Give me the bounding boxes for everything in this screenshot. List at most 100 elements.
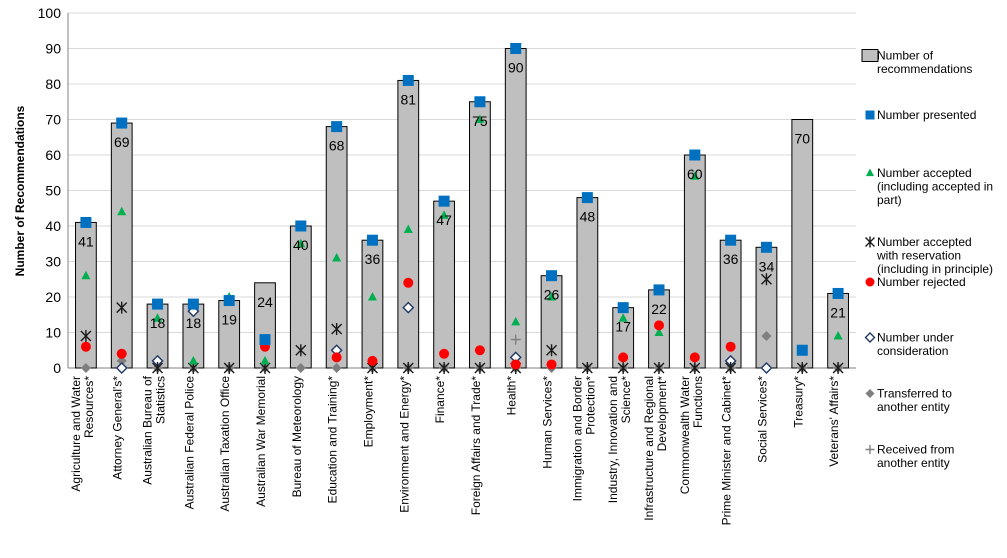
marker-circle-8 xyxy=(367,355,378,366)
bar-value-label-4: 19 xyxy=(221,312,237,328)
legend-label-line: part) xyxy=(877,193,902,207)
y-tick-label-50: 50 xyxy=(45,183,61,199)
marker-star-2 xyxy=(152,362,164,374)
marker-square-21 xyxy=(832,287,844,299)
marker-square-17 xyxy=(689,149,701,161)
legend-label-5: Number under consideration xyxy=(877,331,954,359)
marker-star-13 xyxy=(546,344,558,357)
bar-value-label-7: 68 xyxy=(329,138,345,154)
marker-triangle-5 xyxy=(260,355,270,365)
bar-value-label-0: 41 xyxy=(78,233,94,249)
marker-circle-10 xyxy=(439,348,450,359)
legend-label-line: another entity xyxy=(877,400,950,414)
bar-1 xyxy=(110,122,133,369)
marker-triangle-10 xyxy=(439,210,449,219)
marker-star-11 xyxy=(474,362,486,374)
legend: Number of recommendations Number presented… xyxy=(861,49,993,471)
marker-square-15 xyxy=(617,302,629,314)
x-tick-label-5: Australian War Memorial xyxy=(254,376,268,507)
x-tick-label-line: Industry, Innovation and xyxy=(606,376,620,503)
x-tick-label-line: Infrastructure and Regional xyxy=(642,376,656,521)
bar-value-label-18: 36 xyxy=(723,251,739,267)
bar-17 xyxy=(683,154,706,369)
bar-value-label-9: 81 xyxy=(400,91,416,107)
legend-label-line: another entity xyxy=(877,456,950,470)
x-tick-label-line: Health* xyxy=(505,376,519,416)
y-tick-label-90: 90 xyxy=(45,41,61,57)
bar-value-label-8: 36 xyxy=(365,251,381,267)
marker-star-17 xyxy=(689,362,701,374)
bar-11 xyxy=(469,101,491,369)
x-tick-label-line: Immigration and Border xyxy=(570,376,584,501)
legend-label-line: Number accepted xyxy=(877,166,972,180)
marker-triangle-15 xyxy=(618,313,628,322)
bar-value-label-14: 48 xyxy=(580,209,596,225)
x-tick-label-line: Bureau of Meteorology xyxy=(290,376,304,497)
legend-label-line: Received from xyxy=(877,443,954,457)
legend-marker-3 xyxy=(865,236,875,248)
y-tick-label-0: 0 xyxy=(53,360,61,376)
legend-label-line: consideration xyxy=(877,344,948,358)
legend-label-line: Number accepted xyxy=(877,235,972,249)
marker-square-5 xyxy=(259,334,271,346)
marker-circle-9 xyxy=(403,277,414,288)
marker-star-19 xyxy=(760,273,772,286)
marker-circle-12 xyxy=(510,359,521,370)
x-tick-label-line: Australian War Memorial xyxy=(254,376,268,507)
marker-diamond-1 xyxy=(116,355,127,366)
legend-marker-1 xyxy=(865,110,875,120)
x-tick-label-13: Human Services* xyxy=(541,376,555,469)
bar-9 xyxy=(397,79,420,369)
y-tick-label-100: 100 xyxy=(38,5,62,21)
marker-circle-7 xyxy=(331,352,342,363)
x-tick-label-line: Foreign Affairs and Trade* xyxy=(469,376,483,516)
legend-label-line: Number under xyxy=(877,331,954,345)
x-tick-label-line: Attorney General's* xyxy=(111,376,125,480)
marker-square-20 xyxy=(796,344,808,356)
marker-square-4 xyxy=(223,295,235,307)
legend-label-line: Transferred to xyxy=(877,387,952,401)
marker-triangle-12 xyxy=(511,316,521,326)
legend-marker-2 xyxy=(865,168,875,177)
bar-value-label-19: 34 xyxy=(759,258,775,274)
x-tick-label-9: Environment and Energy* xyxy=(397,376,411,513)
x-tick-label-21: Veterans' Affairs* xyxy=(827,376,841,467)
y-tick-label-40: 40 xyxy=(45,218,61,234)
y-tick-label-30: 30 xyxy=(45,254,61,270)
marker-square-12 xyxy=(510,43,522,54)
marker-circle-16 xyxy=(654,320,664,331)
bar-value-label-20: 70 xyxy=(794,131,810,147)
y-axis-title: Number of Recommendations xyxy=(13,105,27,276)
marker-star-15 xyxy=(617,362,629,374)
x-tick-labels: Agriculture and WaterResources* Attorney … xyxy=(69,375,841,525)
marker-square-19 xyxy=(760,241,772,253)
x-tick-label-3: Australian Federal Police xyxy=(182,376,196,510)
x-tick-label-17: Commonwealth WaterFunctions xyxy=(678,376,705,494)
legend-label-7: Received from another entity xyxy=(877,443,954,471)
marker-star-20 xyxy=(796,362,808,374)
marker-triangle-13 xyxy=(547,292,557,301)
x-tick-label-15: Industry, Innovation andScience* xyxy=(606,376,633,504)
x-tick-label-11: Foreign Affairs and Trade* xyxy=(469,376,483,516)
legend-marker-6 xyxy=(865,389,875,398)
marker-circle-1 xyxy=(116,348,127,359)
data-labels: 41 69 18 18 19 24 40 68 36 81 47 75 90 26 48 17 22 60 36 34… xyxy=(78,60,846,335)
legend-marker-5 xyxy=(864,332,876,343)
legend-marker-7 xyxy=(865,445,875,454)
x-tick-label-7: Education and Training* xyxy=(326,376,340,504)
marker-circle-17 xyxy=(689,352,700,363)
marker-circle-15 xyxy=(618,352,629,363)
bar-value-label-13: 26 xyxy=(544,287,560,303)
marker-triangle-8 xyxy=(367,292,377,301)
marker-triangle-0 xyxy=(81,270,91,280)
marker-circle-0 xyxy=(80,341,91,352)
bar-value-label-6: 40 xyxy=(293,237,309,253)
marker-star-18 xyxy=(725,362,737,374)
x-tick-label-line: Resources* xyxy=(82,376,96,438)
marker-plus-12 xyxy=(510,334,521,345)
marker-star-4 xyxy=(223,362,235,374)
marker-star-21 xyxy=(832,362,844,374)
legend-label-line: with reservation xyxy=(876,249,961,263)
marker-diamond-open-1 xyxy=(115,362,128,374)
